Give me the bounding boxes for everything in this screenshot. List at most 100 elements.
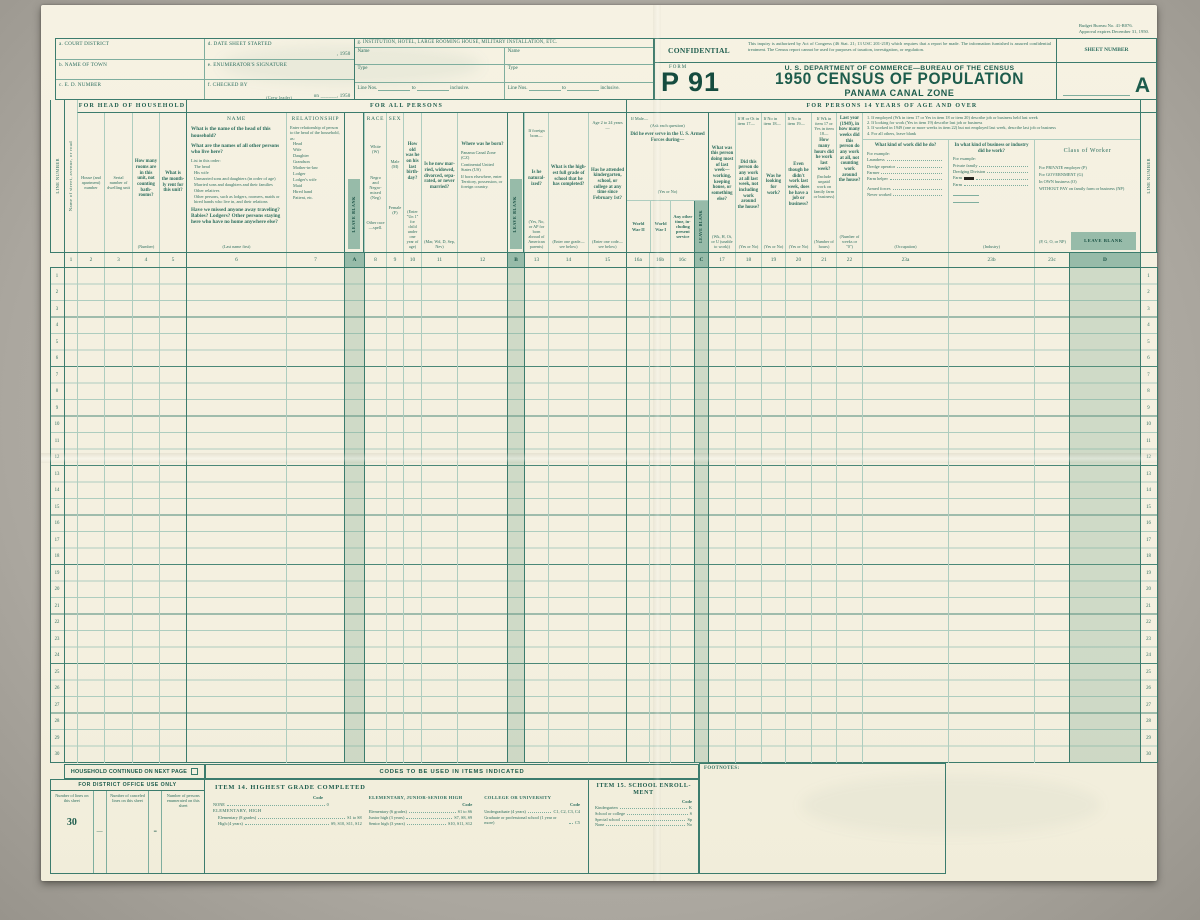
enumerator-signature-label: e. ENUMERATOR'S SIGNATURE: [207, 61, 287, 68]
grid-vline: [708, 268, 709, 763]
leave-blank-box-d: LEAVE BLANK: [1071, 232, 1136, 250]
line-number: 6: [1147, 356, 1150, 362]
line-number: 24: [54, 653, 60, 659]
grid-vline: [507, 268, 508, 763]
col-did-work-header: If H or Ot in item 17— Did this person d…: [735, 113, 761, 252]
item14-col3: COLLEGE OR UNIVERSITY Code Undergraduate…: [484, 795, 580, 825]
column-number-cell: 5: [159, 253, 186, 267]
column-number-cell: B: [507, 253, 524, 267]
column-number-cell: 17: [708, 253, 735, 267]
column-number-cell: 23a: [862, 253, 948, 267]
grid-vline: [862, 268, 863, 763]
grid-vline: [649, 268, 650, 763]
col-race-header: RACE White (W) Negro and Negro-mixed (Ne…: [364, 113, 386, 252]
col-ww1-header: World War I: [649, 201, 671, 252]
col-grade-completed-header: What is the high­est full grade of schoo…: [548, 113, 588, 252]
column-number-cell: 13: [524, 253, 548, 267]
institution-block: g. INSTITUTION, HOTEL, LARGE ROOMING HOU…: [354, 39, 653, 99]
grid-vline: [588, 268, 589, 763]
name-of-town-field[interactable]: b. NAME OF TOWN: [56, 60, 204, 81]
enumerator-signature-field[interactable]: e. ENUMERATOR'S SIGNATURE: [204, 60, 354, 81]
line-number: 13: [1146, 471, 1151, 477]
line-number: 4: [1147, 323, 1150, 329]
institution-linenos-input-2[interactable]: Line Nos. to inclusive.: [507, 85, 620, 91]
court-district-field[interactable]: a. COURT DISTRICT: [56, 39, 204, 60]
institution-type-input-2[interactable]: Type: [504, 65, 653, 83]
leave-blank-strip: [694, 268, 708, 763]
grid-vline: [286, 268, 287, 763]
line-number: 11: [1146, 438, 1151, 444]
header-fields-block: a. COURT DISTRICT b. NAME OF TOWN c. E. …: [55, 38, 654, 100]
band-persons-14: FOR PERSONS 14 YEARS OF AGE AND OVER: [626, 100, 1157, 113]
item14-col1: Code NONE 0 ELEMENTARY, HIGH Elementary (…: [213, 795, 362, 826]
checked-by-field[interactable]: f. CHECKED BY (Crew leader) on ______, 1…: [207, 82, 351, 100]
confidential-label: CONFIDENTIAL: [655, 39, 743, 63]
institution-name-input-2[interactable]: Name: [504, 48, 653, 66]
grid-vline: [77, 268, 78, 763]
line-number: 18: [1146, 554, 1151, 560]
line-number: 19: [1146, 570, 1151, 576]
column-number-cell: A: [344, 253, 364, 267]
sheet-number-input[interactable]: [1063, 86, 1130, 96]
line-number: 23: [54, 636, 60, 642]
checked-by-label: f. CHECKED BY: [207, 82, 248, 89]
line-number: 10: [1146, 422, 1151, 428]
grid-vline: [104, 268, 105, 763]
leave-blank-strip: [344, 268, 364, 763]
line-number: 3: [1147, 306, 1150, 312]
lines-on-sheet-cell[interactable]: Number of lines on this sheet 30: [51, 791, 93, 873]
col-rooms-header: How many rooms are in this unit, not cou…: [132, 113, 159, 252]
grid-header: FOR HEAD OF HOUSEHOLD FOR ALL PERSONS FO…: [41, 100, 1158, 268]
line-number: 15: [54, 504, 60, 510]
household-continued-checkbox[interactable]: [191, 768, 199, 775]
column-number-cell: 10: [403, 253, 421, 267]
line-number: 20: [54, 587, 60, 593]
column-number-cell: 16c: [670, 253, 694, 267]
col-street-header: Name of street, avenue, or road: [64, 100, 77, 252]
sheet-number-label: SHEET NUMBER: [1056, 39, 1156, 63]
leave-blank-strip: [1069, 268, 1140, 763]
household-continued-label: HOUSEHOLD CONTINUED ON NEXT PAGE: [70, 768, 188, 775]
line-number: 29: [54, 735, 60, 741]
institution-linenos-input[interactable]: Line Nos. to inclusive.: [357, 85, 470, 91]
canceled-lines-cell[interactable]: Number of can­celed lines on this sheet: [105, 791, 149, 873]
column-number-cell: 23c: [1034, 253, 1069, 267]
line-number: 26: [54, 686, 60, 692]
line-number: 1: [55, 273, 59, 279]
grid-vline: [159, 268, 160, 763]
line-number: 20: [1146, 587, 1151, 593]
persons-enumerated-cell[interactable]: Number of per­sons enumer­ated on this s…: [161, 791, 204, 873]
line-number: 16: [1146, 521, 1151, 527]
grid-vline: [948, 268, 949, 763]
institution-name-input[interactable]: Name: [354, 48, 504, 66]
line-number: 18: [54, 554, 60, 560]
crew-leader-label: (Crew leader): [266, 94, 292, 100]
grid-vline: [50, 268, 51, 763]
col-house-number-header: House (and apart­ment) number: [77, 113, 104, 252]
footnotes-box[interactable]: FOOTNOTES:: [699, 763, 946, 874]
col-looking-for-work-header: If No in item 18— Was he look­ing for wo…: [761, 113, 785, 252]
date-sheet-started-field[interactable]: d. DATE SHEET STARTED , 1950: [204, 39, 354, 60]
fields-left: a. COURT DISTRICT b. NAME OF TOWN c. E. …: [56, 39, 205, 99]
ed-number-field[interactable]: c. E. D. NUMBER: [56, 80, 204, 101]
line-number: 22: [1146, 620, 1151, 626]
grid-vline: [548, 268, 549, 763]
line-number: 9: [55, 405, 59, 411]
redaction-mark: [964, 176, 975, 180]
column-number-cell: [1140, 253, 1157, 267]
line-number: 7: [55, 372, 59, 378]
date-sheet-started-label: d. DATE SHEET STARTED: [207, 41, 272, 47]
column-number-cell: 22: [836, 253, 862, 267]
grid-vline: [457, 268, 458, 763]
item15-title: ITEM 15. SCHOOL ENROLL­MENT: [596, 783, 691, 797]
grid-vline: [670, 268, 671, 763]
grid-vline: [1069, 268, 1070, 763]
grid-body[interactable]: [50, 268, 1158, 763]
column-number-cell: 16b: [649, 253, 670, 267]
line-number: 28: [1146, 719, 1151, 725]
grid-vline: [1157, 268, 1158, 763]
institution-type-input[interactable]: Type: [354, 65, 504, 83]
census-sheet: Budget Bureau No. 41-R076. Approval expi…: [41, 5, 1158, 881]
lines-on-sheet-value: 30: [66, 817, 77, 828]
